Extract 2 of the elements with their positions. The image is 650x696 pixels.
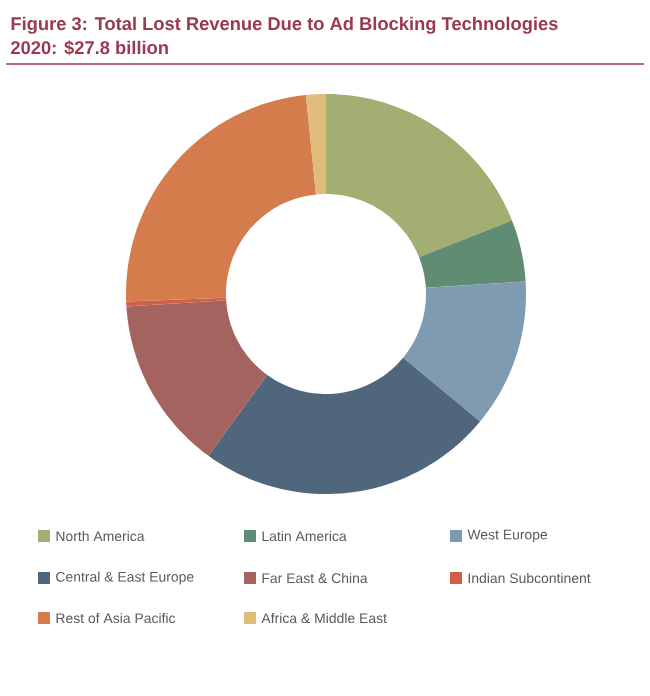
- chart-title: Figure 3: Total Lost Revenue Due to Ad Blocking Technologies: [11, 16, 558, 34]
- chart-subtitle: 2020: $27.8 billion: [11, 40, 168, 56]
